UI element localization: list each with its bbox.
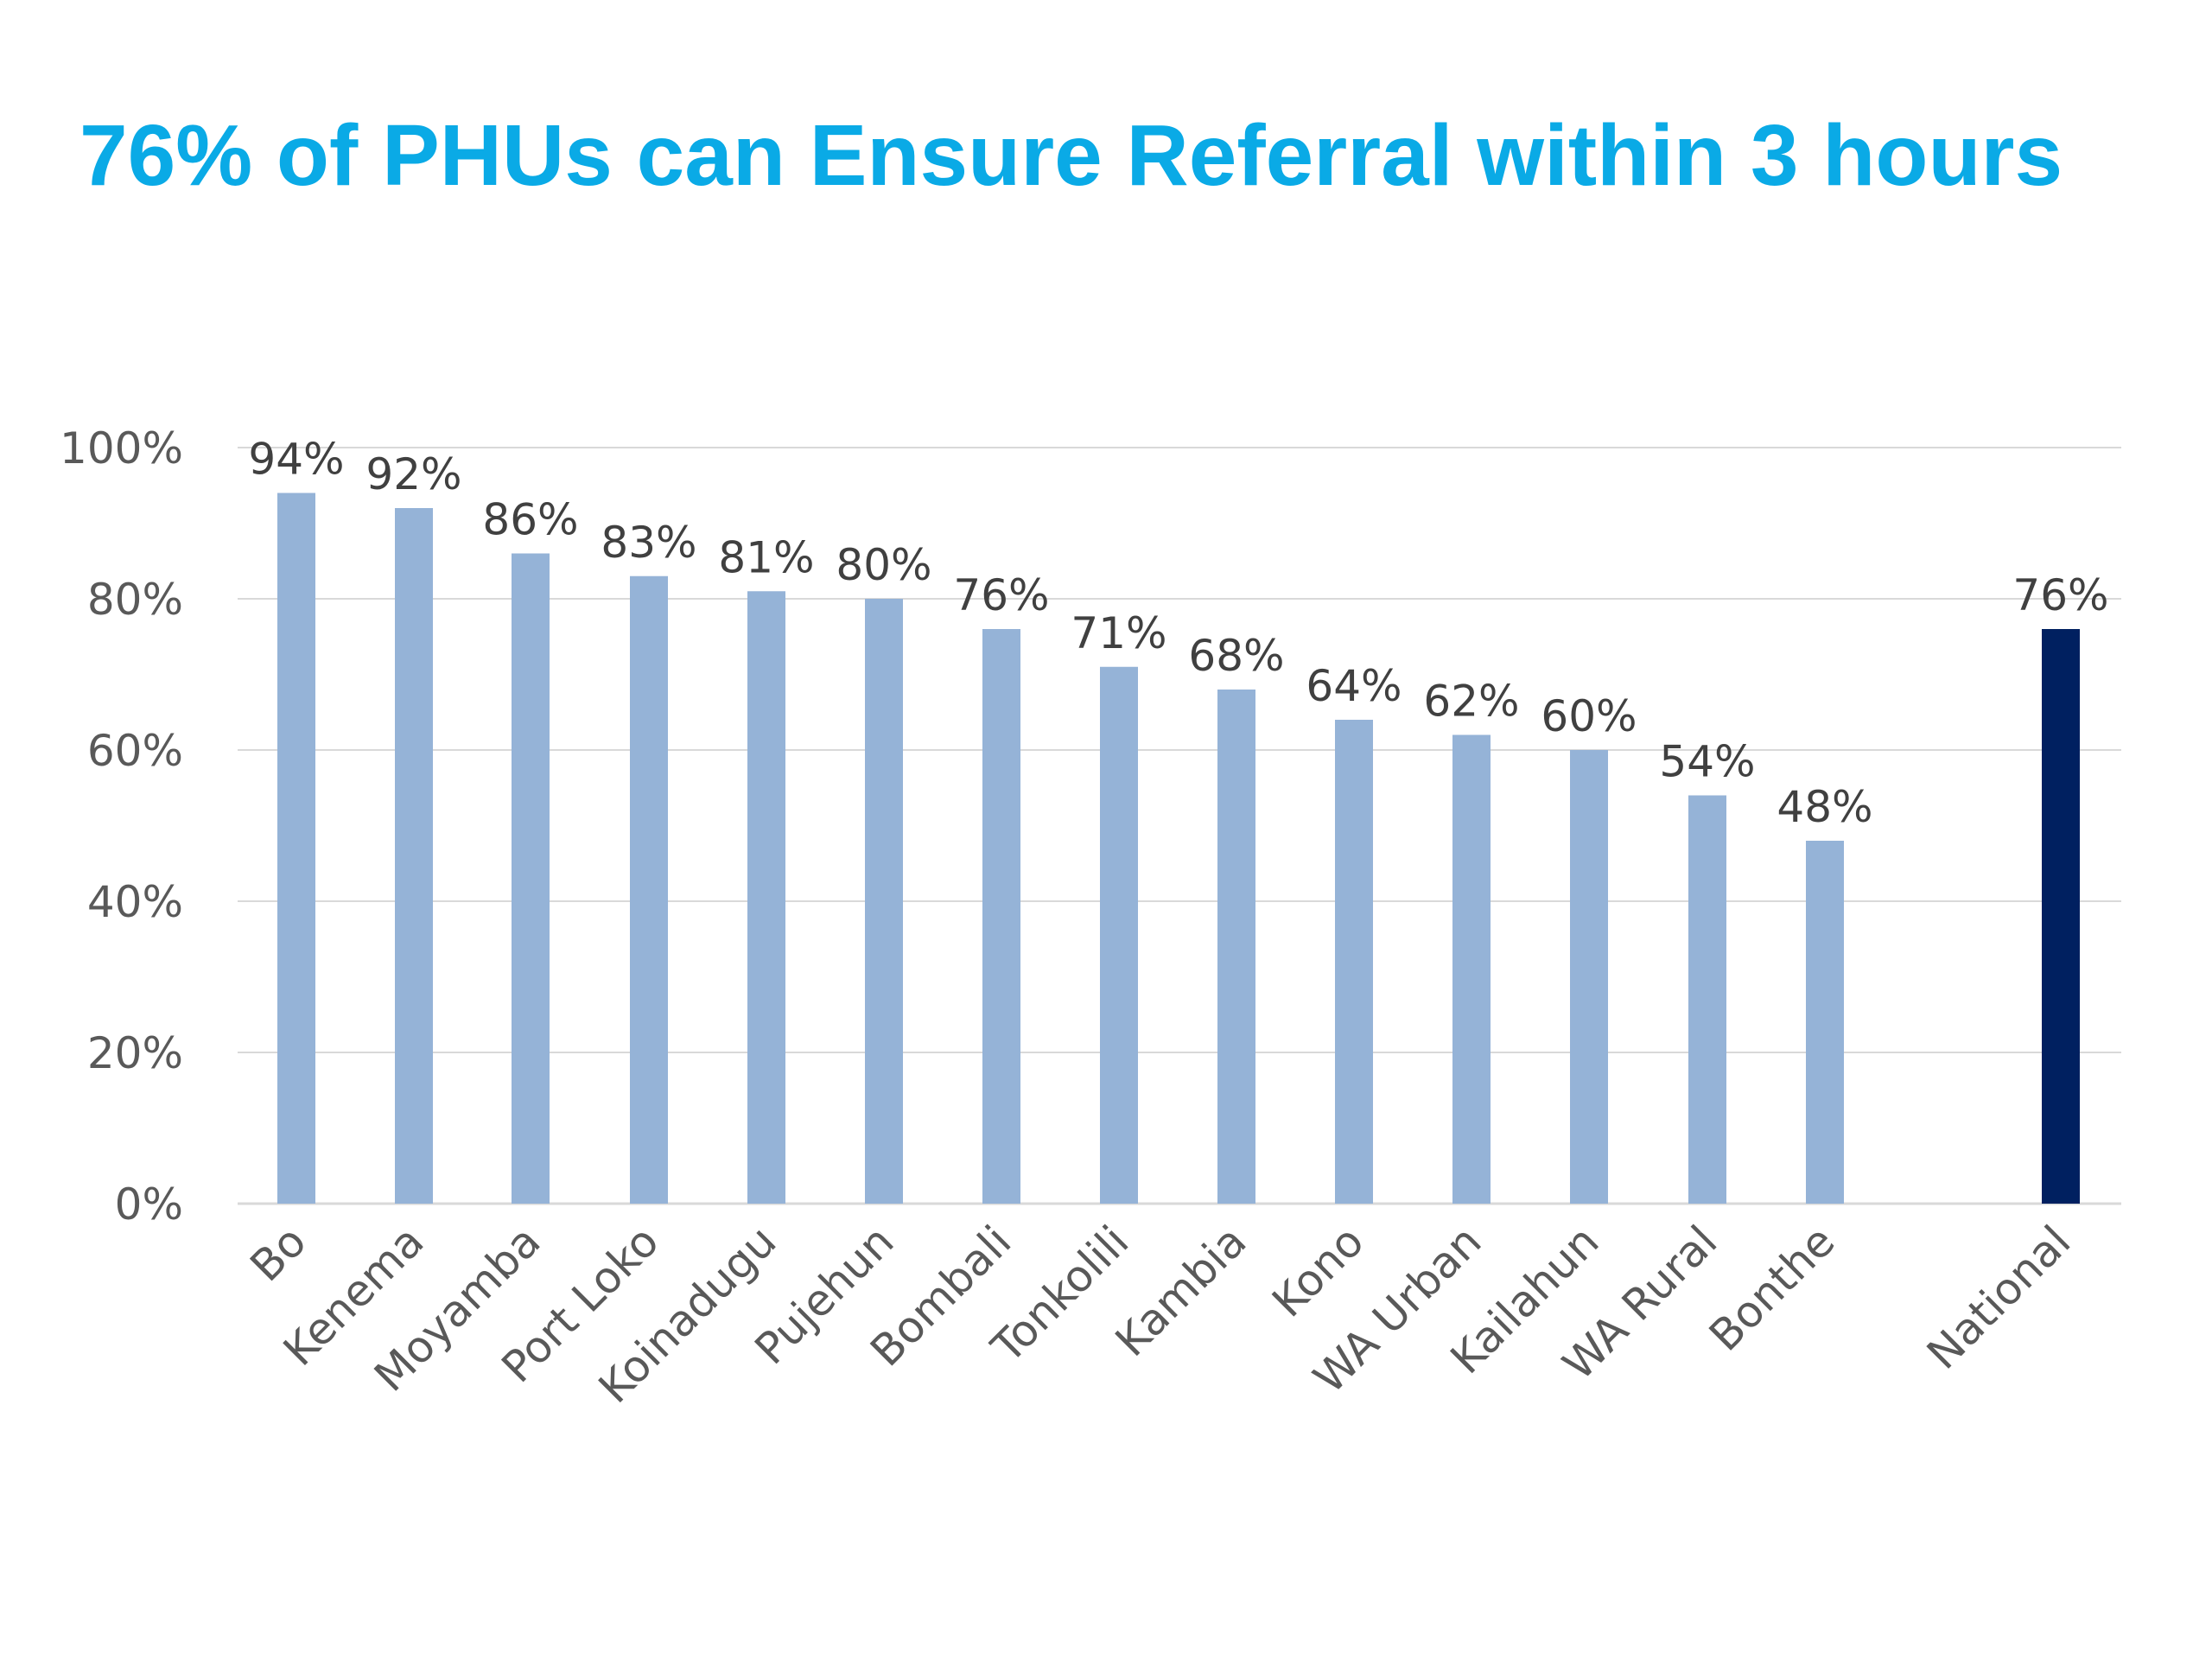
bar	[1806, 841, 1844, 1204]
bar	[747, 591, 785, 1204]
y-tick-label: 60%	[87, 726, 183, 776]
bar	[865, 599, 903, 1204]
data-label: 54%	[1659, 737, 1755, 787]
y-tick-label: 0%	[115, 1179, 183, 1230]
data-label: 94%	[248, 435, 344, 485]
data-labels: 94% 92% 86% 83% 81% 80% 76% 71% 68% 64% 62% 60% 54% 4…	[248, 435, 2108, 833]
data-label: 71%	[1071, 608, 1166, 658]
data-label: 64%	[1306, 661, 1402, 711]
data-label: 62%	[1423, 677, 1519, 727]
x-tick-label: Kono	[1262, 1216, 1373, 1326]
y-axis-ticks: 0% 20% 40% 60% 80% 100%	[60, 423, 183, 1230]
bar	[395, 508, 433, 1204]
bars	[277, 493, 2080, 1204]
bar	[630, 575, 668, 1204]
x-tick-label: Bonthe	[1700, 1216, 1844, 1360]
data-label: 48%	[1777, 782, 1872, 832]
data-label: 80%	[836, 540, 931, 590]
bar	[277, 493, 315, 1204]
bar	[1688, 795, 1726, 1204]
y-tick-label: 40%	[87, 877, 183, 927]
data-label: 83%	[601, 518, 696, 568]
data-label: 76%	[953, 570, 1049, 620]
bar	[982, 629, 1020, 1204]
bar	[1100, 666, 1138, 1204]
data-label: 76%	[2012, 570, 2108, 620]
bar	[1570, 750, 1608, 1204]
bar	[1452, 734, 1491, 1204]
y-tick-label: 100%	[60, 423, 183, 474]
slide-title: 76% of PHUs can Ensure Referral within 3…	[79, 107, 2063, 204]
data-label: 68%	[1188, 631, 1284, 681]
bar	[1335, 720, 1373, 1204]
x-tick-label: Bo	[241, 1216, 316, 1291]
x-tick-label: National	[1917, 1216, 2080, 1378]
y-tick-label: 80%	[87, 575, 183, 625]
bar	[1217, 690, 1255, 1204]
data-label: 81%	[718, 532, 814, 582]
x-tick-label: Kambia	[1106, 1216, 1256, 1366]
bar	[512, 553, 550, 1204]
bar	[2042, 629, 2080, 1204]
data-label: 86%	[482, 495, 578, 545]
data-label: 92%	[365, 449, 461, 499]
y-tick-label: 20%	[87, 1028, 183, 1078]
data-label: 60%	[1541, 691, 1637, 741]
